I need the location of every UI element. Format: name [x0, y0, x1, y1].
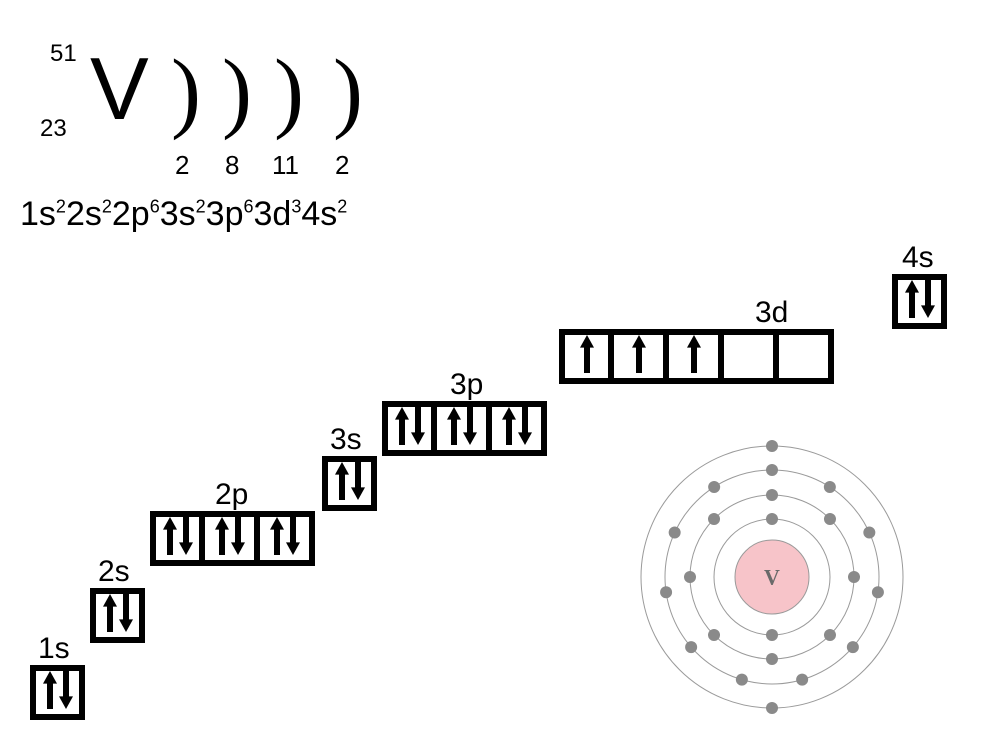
arrow-up-icon: [447, 407, 461, 450]
orbital-box: [90, 588, 145, 643]
econf-term: 3s2: [160, 195, 206, 233]
arrow-down-icon: [518, 407, 532, 450]
arrow-up-icon: [580, 335, 594, 378]
arrow-up-icon: [395, 407, 409, 450]
element-symbol-block: 51 V 23: [20, 40, 180, 160]
element-symbol: V: [90, 45, 149, 133]
shell-arc: ): [171, 47, 201, 137]
bohr-electron: [824, 481, 836, 493]
arrow-up-icon: [502, 407, 516, 450]
arrow-up-icon: [103, 594, 117, 637]
bohr-electron: [872, 586, 884, 598]
bohr-electron: [685, 641, 697, 653]
orbital-box: [150, 511, 205, 566]
bohr-electron: [824, 629, 836, 641]
bohr-model: V: [631, 436, 913, 718]
bohr-electron: [766, 629, 778, 641]
arrow-up-icon: [335, 462, 349, 505]
orbital-group: [322, 456, 377, 511]
bohr-electron: [766, 702, 778, 714]
arrow-down-icon: [921, 280, 935, 323]
bohr-electron: [766, 440, 778, 452]
orbital-box: [260, 511, 315, 566]
orbital-group: [892, 274, 947, 329]
arrow-up-icon: [905, 280, 919, 323]
arrow-up-icon: [687, 335, 701, 378]
orbital-box: [669, 329, 724, 384]
bohr-electron: [863, 527, 875, 539]
shell-count: 8: [225, 150, 239, 181]
orbital-box: [382, 401, 437, 456]
orbital-label: 3p: [450, 368, 483, 402]
bohr-electron: [766, 464, 778, 476]
bohr-electron: [708, 629, 720, 641]
shell-count: 2: [335, 150, 349, 181]
bohr-electron: [796, 674, 808, 686]
arrow-up-icon: [43, 671, 57, 714]
bohr-electron: [708, 513, 720, 525]
arrow-up-icon: [632, 335, 646, 378]
bohr-electron: [736, 674, 748, 686]
orbital-label: 2s: [98, 555, 130, 589]
orbital-box: [437, 401, 492, 456]
orbital-group: [30, 665, 85, 720]
bohr-electron: [669, 527, 681, 539]
orbital-group: [90, 588, 145, 643]
shell-arc: ): [333, 47, 363, 137]
orbital-box: [30, 665, 85, 720]
bohr-nucleus-label: V: [764, 565, 780, 590]
shell-arc: ): [274, 47, 304, 137]
orbital-label: 2p: [215, 478, 248, 512]
bohr-electron: [824, 513, 836, 525]
arrow-down-icon: [231, 517, 245, 560]
shell-arc: ): [222, 47, 252, 137]
econf-term: 2s2: [66, 195, 112, 233]
bohr-electron: [766, 489, 778, 501]
orbital-label: 1s: [38, 632, 70, 666]
mass-number: 51: [50, 40, 77, 68]
arrow-down-icon: [411, 407, 425, 450]
orbital-label: 3d: [755, 296, 788, 330]
orbital-box: [724, 329, 779, 384]
bohr-electron: [684, 571, 696, 583]
orbital-box: [322, 456, 377, 511]
arrow-up-icon: [270, 517, 284, 560]
orbital-label: 4s: [902, 241, 934, 275]
orbital-box: [779, 329, 834, 384]
shell-count: 2: [175, 150, 189, 181]
orbital-box: [492, 401, 547, 456]
orbital-group: [382, 401, 547, 456]
arrow-down-icon: [286, 517, 300, 560]
orbital-label: 3s: [330, 423, 362, 457]
orbital-group: [559, 329, 834, 384]
atomic-number: 23: [40, 115, 67, 143]
orbital-group: [150, 511, 315, 566]
econf-term: 3d3: [254, 195, 302, 233]
econf-term: 3p6: [206, 195, 254, 233]
orbital-box: [614, 329, 669, 384]
orbital-box: [205, 511, 260, 566]
arrow-down-icon: [59, 671, 73, 714]
arrow-down-icon: [463, 407, 477, 450]
arrow-up-icon: [163, 517, 177, 560]
shell-count: 11: [272, 150, 299, 181]
arrow-down-icon: [351, 462, 365, 505]
orbital-box: [892, 274, 947, 329]
orbital-box: [559, 329, 614, 384]
arrow-down-icon: [119, 594, 133, 637]
econf-term: 4s2: [301, 195, 347, 233]
bohr-electron: [847, 641, 859, 653]
arrow-down-icon: [179, 517, 193, 560]
bohr-electron: [766, 513, 778, 525]
bohr-electron: [708, 481, 720, 493]
bohr-electron: [848, 571, 860, 583]
electron-configuration: 1s22s22p63s23p63d34s2: [20, 195, 347, 234]
bohr-electron: [766, 653, 778, 665]
econf-term: 1s2: [20, 195, 66, 233]
econf-term: 2p6: [112, 195, 160, 233]
bohr-electron: [660, 586, 672, 598]
arrow-up-icon: [215, 517, 229, 560]
